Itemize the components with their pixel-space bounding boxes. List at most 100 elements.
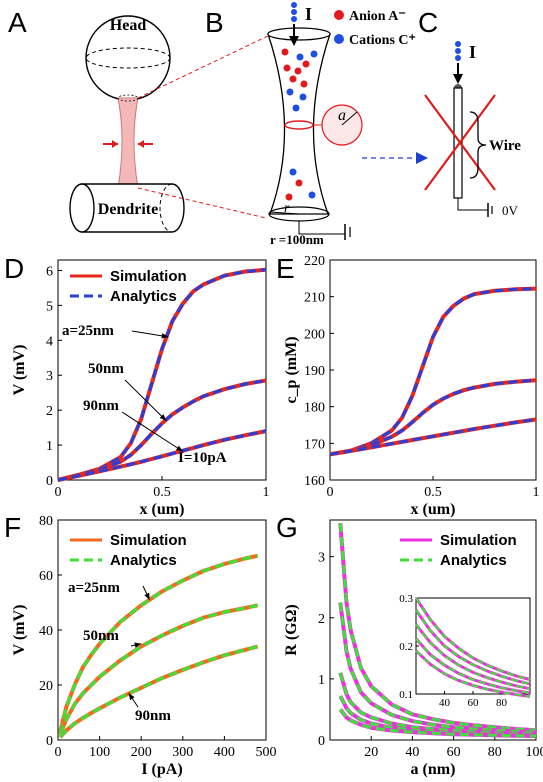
x-axis-label: x (um)	[140, 501, 185, 518]
simulation-line-0	[329, 286, 537, 457]
anion	[294, 67, 302, 75]
anion	[289, 75, 297, 83]
y-tick-label: 5	[46, 299, 53, 314]
x-tick-label: 0	[55, 745, 62, 760]
y-tick-label: 220	[304, 254, 325, 269]
plot-frame	[329, 519, 537, 741]
annotation-arrowhead	[159, 414, 167, 421]
anion-legend-label: Anion A⁻	[349, 9, 406, 24]
x-tick-label: 400	[214, 745, 235, 760]
y-tick-label: 0	[46, 474, 53, 489]
y-tick-label: 180	[304, 401, 325, 416]
wire-brace	[469, 111, 487, 179]
neck-arrowhead-right	[138, 140, 144, 148]
ground-voltage-label: 0V	[502, 203, 519, 218]
panel-label-e: E	[276, 253, 295, 284]
cation	[286, 88, 294, 96]
wire-label: Wire	[489, 138, 521, 154]
inset-analytics-line-2	[415, 623, 531, 690]
x-tick-label: 20	[364, 745, 378, 760]
panel-link-arrowhead	[416, 152, 428, 164]
x-tick-label: 1	[263, 485, 270, 500]
simulation-line-1	[329, 378, 537, 457]
chart-g-resistance: 20 40 60 80 100 0 1 2 3 a (nm) R (GΩ) Simulation Ana…	[283, 519, 543, 778]
anion	[283, 64, 291, 72]
panel-label-c: C	[418, 7, 438, 38]
x-tick-label: 0	[327, 485, 334, 500]
analytics-line-1	[57, 379, 267, 482]
legend-label-0: Simulation	[110, 532, 187, 549]
dendrite-hidden-edge	[159, 183, 173, 233]
wire-model-schematic: I Wire 0V	[362, 41, 521, 218]
annotation-arrowhead	[144, 592, 150, 600]
analytics-line-0	[58, 554, 259, 733]
cation-legend-marker	[334, 34, 344, 44]
x-tick-label: 0.5	[424, 485, 442, 500]
legend-label-0: Simulation	[440, 532, 517, 549]
injected-cation-c	[455, 55, 461, 61]
y-tick-label: 6	[46, 264, 53, 279]
x-axis-label: x (um)	[411, 501, 456, 518]
legend-label-1: Analytics	[110, 552, 177, 569]
annotation-arrow	[124, 379, 167, 421]
head-equator-ellipse	[85, 47, 171, 69]
x-tick-label: 0	[55, 485, 62, 500]
y-tick-label: 160	[304, 474, 325, 489]
analytics-line-1	[329, 378, 537, 456]
anion	[295, 179, 303, 187]
y-tick-label: 190	[304, 364, 325, 379]
y-tick-label: 1	[46, 439, 53, 454]
cation	[308, 191, 316, 199]
curve-annotation: 50nm	[83, 628, 119, 644]
x-tick-label: 40	[405, 745, 419, 760]
simulation-line-1	[57, 378, 267, 482]
inset-x-tick-label: 80	[496, 697, 508, 709]
radius-value-label: r =100nm	[270, 232, 324, 247]
injected-cation	[291, 16, 297, 22]
curve-annotation: 50nm	[88, 361, 124, 377]
curve-annotation: 90nm	[83, 398, 119, 414]
y-axis-label: c_p (mM)	[283, 336, 300, 403]
y-tick-label: 2	[318, 612, 325, 627]
spine-schematic: Head Dendrite	[69, 15, 273, 233]
x-axis-label: a (nm)	[411, 761, 456, 778]
chart-d-voltage-profile: 0 0.5 1 0 1 2 3 4 5 6 x (um) V (mV) Simulation Analyt…	[11, 259, 270, 518]
annotation-arrowhead	[134, 642, 142, 648]
annotation-arrow	[121, 411, 184, 452]
y-tick-label: 60	[39, 569, 53, 584]
cation	[296, 53, 304, 61]
x-tick-label: 0.5	[153, 485, 171, 500]
curve-annotation: 90nm	[135, 708, 171, 724]
curve-annotation: a=25nm	[68, 580, 120, 596]
y-tick-label: 3	[46, 369, 53, 384]
current-label-c: I	[469, 42, 476, 62]
radius-r-arrow	[269, 211, 300, 215]
anion	[285, 193, 293, 201]
inset-x-tick-label: 60	[468, 697, 480, 709]
inset-y-tick-label: 0.2	[399, 641, 413, 653]
panel-label-b: B	[205, 7, 224, 38]
inset-y-tick-label: 0.1	[399, 689, 413, 701]
panel-label-g: G	[276, 512, 298, 543]
injected-cation-c	[455, 48, 461, 54]
anion	[302, 60, 310, 68]
legend-label-1: Analytics	[440, 552, 507, 569]
head-label: Head	[110, 17, 147, 34]
cation	[310, 50, 318, 58]
curve-annotation: a=25nm	[62, 323, 114, 339]
y-tick-label: 1	[318, 673, 325, 688]
x-tick-label: 1	[533, 485, 540, 500]
annotation-arrowhead	[128, 693, 135, 701]
annotation-arrowhead	[175, 445, 183, 452]
x-tick-label: 80	[488, 745, 502, 760]
spine-neck-shape	[117, 97, 139, 189]
current-label-b: I	[305, 4, 312, 24]
y-axis-label: V (mV)	[11, 345, 28, 396]
x-tick-label: 60	[447, 745, 461, 760]
chart-f-iv-curve: 0 100 200 300 400 500 0 20 40 60 80 I (pA) V (mV) Sim…	[11, 514, 277, 778]
annotation-arrowhead	[161, 333, 169, 339]
analytics-line-1	[58, 603, 259, 736]
x-tick-label: 100	[526, 745, 543, 760]
neck-arrowhead-left	[112, 140, 118, 148]
y-axis-label: R (GΩ)	[283, 604, 300, 655]
